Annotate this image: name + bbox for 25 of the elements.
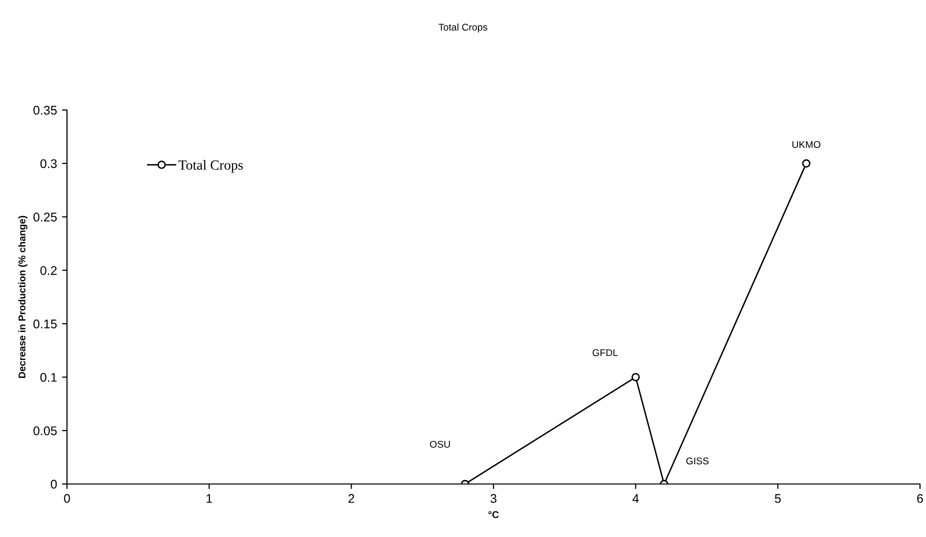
x-axis-title: °C xyxy=(488,511,499,518)
y-tick-label: 0.1 xyxy=(40,372,57,382)
y-axis-title: Decrease in Production (% change) xyxy=(18,216,28,378)
y-tick-label: 0 xyxy=(50,480,57,489)
annotation: GISS xyxy=(686,458,709,464)
y-tick-label: 0.15 xyxy=(33,320,57,328)
y-tick-label: 0.25 xyxy=(33,212,57,222)
x-tick-label: 2 xyxy=(348,494,354,503)
x-tick-label: 3 xyxy=(490,494,496,503)
annotation: GFDL xyxy=(592,349,618,356)
chart-title: Total Crops xyxy=(438,23,488,33)
y-tick-label: 0.05 xyxy=(33,426,57,436)
legend-label: Total Crops xyxy=(178,160,243,173)
annotation: UKMO xyxy=(792,141,820,148)
annotation: OSU xyxy=(430,440,450,448)
point xyxy=(632,372,640,382)
x-tick-label: 5 xyxy=(774,494,781,503)
point xyxy=(802,159,810,168)
x-tick-label: 0 xyxy=(64,494,70,503)
y-tick-label: 0.35 xyxy=(33,106,57,115)
y-tick-label: 0.3 xyxy=(40,159,57,168)
x-tick-label: 4 xyxy=(632,494,639,503)
x-tick-label: 6 xyxy=(917,494,923,503)
y-tick-label: 0.2 xyxy=(40,266,57,275)
x-tick-label: 1 xyxy=(206,494,212,503)
